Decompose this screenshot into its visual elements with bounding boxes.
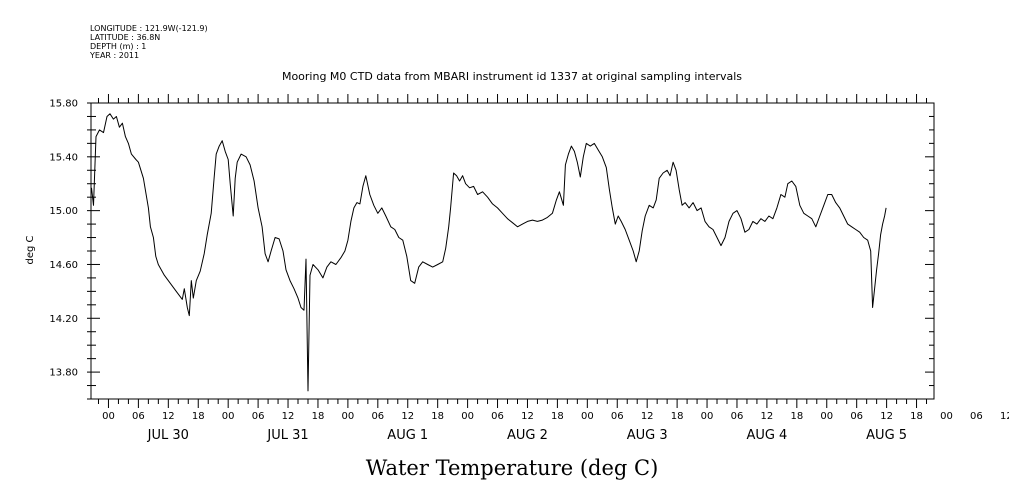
x-hour-label: 06 bbox=[850, 411, 863, 422]
x-hour-label: 12 bbox=[641, 411, 654, 422]
x-hour-label: 18 bbox=[910, 411, 923, 422]
year-label: YEAR : 2011 bbox=[89, 51, 139, 60]
x-hour-label: 06 bbox=[491, 411, 504, 422]
y-tick-label: 14.20 bbox=[49, 314, 78, 325]
depth-label: DEPTH (m) : 1 bbox=[90, 42, 146, 51]
x-hour-label: 06 bbox=[371, 411, 384, 422]
x-hour-label: 06 bbox=[132, 411, 145, 422]
x-axis-label: Water Temperature (deg C) bbox=[366, 456, 659, 480]
x-day-label: AUG 5 bbox=[866, 428, 907, 443]
x-axis: 00 06 12 18 00 06 12 18 00 06 12 18 00 06 12 18 00 06 12 18… bbox=[97, 94, 1009, 443]
x-hour-label: 00 bbox=[940, 411, 953, 422]
x-day-label: JUL 31 bbox=[266, 428, 308, 443]
y-tick-label: 15.80 bbox=[49, 99, 78, 110]
y-tick-label: 13.80 bbox=[49, 368, 78, 379]
x-hour-label: 12 bbox=[880, 411, 893, 422]
y-axis: 15.80 15.40 15.00 14.60 14.20 13.80 bbox=[49, 99, 934, 400]
y-tick-label: 15.00 bbox=[49, 206, 78, 217]
x-hour-label: 12 bbox=[521, 411, 534, 422]
x-hour-label: 18 bbox=[671, 411, 684, 422]
x-hour-label: 12 bbox=[282, 411, 295, 422]
x-hour-label: 18 bbox=[431, 411, 444, 422]
y-tick-label: 15.40 bbox=[49, 152, 78, 163]
x-hour-label: 18 bbox=[551, 411, 564, 422]
x-day-label: AUG 4 bbox=[746, 428, 787, 443]
chart-title: Mooring M0 CTD data from MBARI instrumen… bbox=[282, 70, 742, 83]
x-hour-label: 00 bbox=[701, 411, 714, 422]
x-day-label: JUL 30 bbox=[147, 428, 189, 443]
x-hour-label: 06 bbox=[731, 411, 744, 422]
x-hour-label: 18 bbox=[312, 411, 325, 422]
x-hour-label: 00 bbox=[461, 411, 474, 422]
x-day-label: AUG 3 bbox=[627, 428, 668, 443]
x-hour-label: 18 bbox=[790, 411, 803, 422]
x-hour-label: 00 bbox=[581, 411, 594, 422]
x-hour-label: 00 bbox=[820, 411, 833, 422]
temperature-series-line bbox=[91, 113, 887, 392]
station-info: LONGITUDE : 121.9W(-121.9) LATITUDE : 36… bbox=[89, 24, 208, 60]
y-axis-label: deg C bbox=[25, 235, 36, 264]
x-hour-label: 00 bbox=[102, 411, 115, 422]
x-hour-label: 00 bbox=[222, 411, 235, 422]
x-hour-label: 12 bbox=[401, 411, 414, 422]
longitude-label: LONGITUDE : 121.9W(-121.9) bbox=[90, 24, 208, 33]
x-hour-label: 12 bbox=[761, 411, 774, 422]
y-tick-label: 14.60 bbox=[49, 260, 78, 271]
x-hour-label: 12 bbox=[162, 411, 175, 422]
latitude-label: LATITUDE : 36.8N bbox=[90, 33, 160, 42]
series-group bbox=[91, 113, 887, 392]
plot-frame bbox=[90, 102, 935, 400]
x-day-label: AUG 2 bbox=[507, 428, 548, 443]
x-day-label: AUG 1 bbox=[387, 428, 428, 443]
x-hour-label: 18 bbox=[192, 411, 205, 422]
x-hour-label: 06 bbox=[252, 411, 265, 422]
x-hour-label: 00 bbox=[342, 411, 355, 422]
x-hour-label: 06 bbox=[611, 411, 624, 422]
x-hour-label: 12 bbox=[1000, 411, 1009, 422]
x-hour-label: 06 bbox=[970, 411, 983, 422]
